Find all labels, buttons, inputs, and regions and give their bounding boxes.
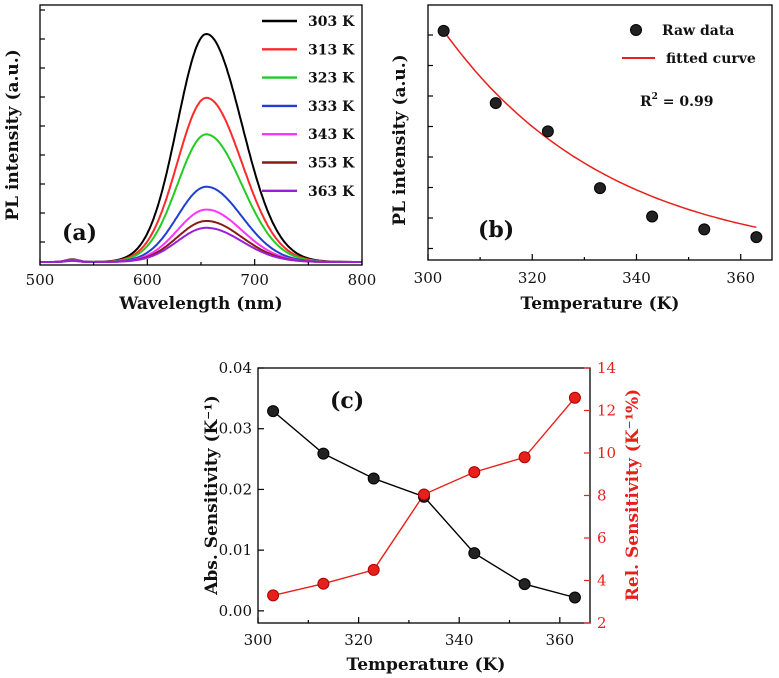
r-squared-base: R [640, 94, 652, 110]
y-right-tick-label: 2 [597, 614, 607, 632]
y-right-tick-label: 8 [597, 487, 607, 505]
legend-label-313k: 313 K [308, 42, 355, 58]
panel-b-label: (b) [478, 217, 514, 243]
raw-data-point [594, 182, 606, 195]
raw-data-point [489, 97, 502, 110]
x-tick-label-a: 600 [133, 271, 162, 289]
panel-b-plot [437, 24, 763, 244]
x-tick-label-a: 800 [348, 271, 377, 289]
panel-c-label: (c) [330, 388, 364, 414]
r-squared-sup: 2 [652, 92, 658, 102]
raw-data-point [646, 210, 659, 223]
abs-sensitivity-point [367, 472, 380, 485]
x-tick-label-b: 340 [622, 269, 651, 287]
y-right-tick-label: 4 [597, 572, 607, 590]
x-tick-label-c: 300 [244, 631, 273, 649]
panel-c: 300 320 340 360 0.00 0.01 0.02 0.03 0.04 2 4 6 8 10 12… [202, 359, 643, 675]
panel-a-xlabel: Wavelength (nm) [118, 294, 282, 314]
x-tick-label-b: 360 [726, 269, 755, 287]
raw-data-point [437, 24, 450, 37]
panel-c-ylabel-left: Abs. Sensitivity (K⁻¹) [202, 395, 222, 596]
legend-label-303k: 303 K [308, 14, 355, 30]
rel-sensitivity-point [568, 391, 581, 404]
y-left-tick-label: 0.01 [219, 541, 252, 559]
x-tick-label-c: 340 [445, 631, 474, 649]
raw-data-point [750, 231, 763, 244]
panel-c-xlabel: Temperature (K) [347, 655, 506, 675]
panel-a-label: (a) [62, 220, 97, 246]
fitted-curve [442, 30, 757, 229]
panel-b: 300 320 340 360 Raw data fitted curve R2 = … [390, 4, 773, 314]
panel-b-ticks: 300 320 340 360 [414, 34, 755, 287]
y-left-tick-label: 0.02 [219, 480, 252, 498]
abs-sensitivity-point [267, 405, 280, 418]
rel-sensitivity-point [267, 589, 280, 602]
rel-sensitivity-point [317, 577, 330, 590]
y-left-tick-label: 0.00 [219, 602, 252, 620]
y-right-tick-label: 12 [597, 402, 616, 420]
y-right-tick-label: 10 [597, 444, 616, 462]
panel-a: 500 600 700 800 303 K 313 K 323 K 333 K 343 K 35… [3, 4, 377, 314]
abs-sensitivity-line [272, 410, 576, 599]
raw-data-point [541, 125, 554, 138]
panel-a-ylabel: PL intensity (a.u.) [3, 49, 23, 220]
y-left-tick-label: 0.04 [219, 359, 252, 377]
y-right-tick-label: 14 [597, 359, 616, 377]
y-right-tick-label: 6 [597, 529, 607, 547]
r-squared-value: = 0.99 [658, 94, 714, 110]
r-squared-annotation: R2 = 0.99 [640, 92, 713, 110]
panel-c-plot [267, 391, 581, 604]
panel-b-frame [427, 4, 773, 261]
legend-label-353k: 353 K [308, 156, 355, 172]
abs-sensitivity-point [568, 591, 581, 604]
abs-sensitivity-point [317, 447, 330, 460]
x-tick-label-c: 320 [344, 631, 373, 649]
raw-data-point [698, 223, 711, 236]
panel-a-legend: 303 K 313 K 323 K 333 K 343 K 353 K 363 K [262, 14, 355, 200]
abs-sensitivity-point [518, 578, 531, 591]
rel-sensitivity-point [518, 451, 531, 464]
rel-sensitivity-point [418, 488, 430, 501]
panel-b-ylabel: PL intensity (a.u.) [390, 54, 410, 225]
legend-raw-marker [630, 24, 642, 36]
panel-c-ticks: 300 320 340 360 0.00 0.01 0.02 0.03 0.04 2 4 6 8 10 12… [219, 359, 617, 649]
panel-c-ylabel-right: Rel. Sensitivity (K⁻¹%) [623, 389, 643, 601]
legend-label-363k: 363 K [308, 184, 355, 200]
x-tick-label-c: 360 [545, 631, 574, 649]
legend-label-323k: 323 K [308, 71, 355, 87]
abs-sensitivity-point [468, 547, 481, 560]
rel-sensitivity-point [367, 563, 380, 576]
rel-sensitivity-point [468, 466, 481, 479]
x-tick-label-a: 500 [26, 271, 55, 289]
legend-label-343k: 343 K [308, 127, 355, 143]
x-tick-label-a: 700 [240, 271, 269, 289]
legend-label-333k: 333 K [308, 99, 355, 115]
x-tick-label-b: 320 [518, 269, 547, 287]
legend-raw-label: Raw data [662, 23, 734, 39]
y-left-tick-label: 0.03 [219, 420, 252, 438]
panel-b-xlabel: Temperature (K) [521, 294, 680, 314]
legend-fit-label: fitted curve [666, 51, 756, 67]
x-tick-label-b: 300 [414, 269, 443, 287]
panel-a-ticks: 500 600 700 800 [26, 9, 377, 289]
